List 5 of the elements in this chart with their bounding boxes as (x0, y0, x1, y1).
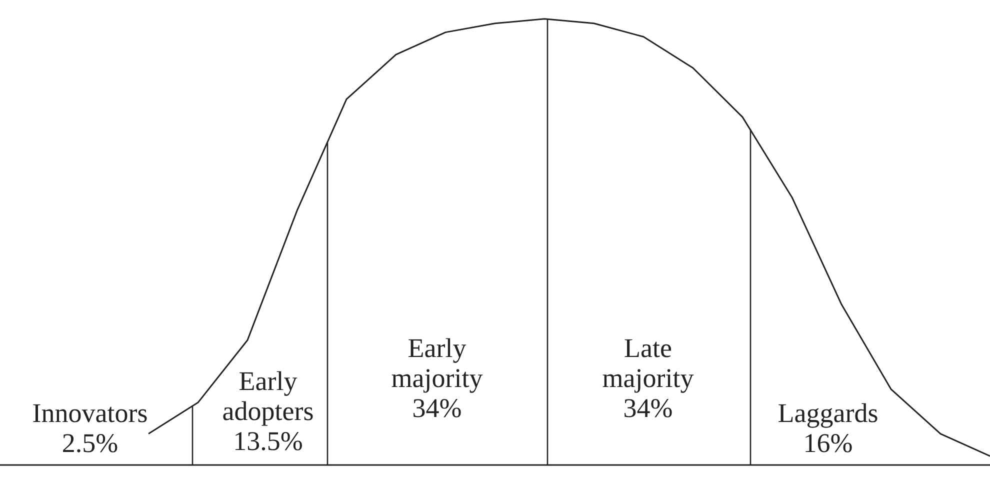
annotation: Late majority 34% (602, 333, 694, 423)
annotation: Laggards 16% (778, 398, 878, 458)
annotation: Early majority 34% (391, 333, 484, 423)
annotation: Early adopters 13.5% (222, 366, 314, 456)
annotation: Innovators 2.5% (32, 398, 148, 458)
